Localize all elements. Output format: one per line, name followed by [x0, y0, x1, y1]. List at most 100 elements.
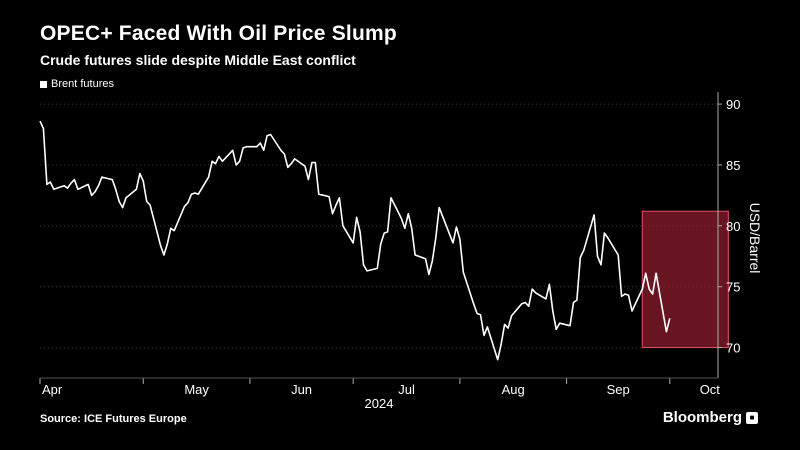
data-point [280, 150, 281, 151]
data-point [163, 254, 164, 255]
data-point [487, 326, 488, 327]
data-point [263, 150, 264, 151]
data-point [459, 239, 460, 240]
data-point [580, 257, 581, 258]
data-point [304, 166, 305, 167]
data-point [401, 218, 402, 219]
data-point [666, 331, 667, 332]
data-point [39, 121, 40, 122]
data-point [390, 197, 391, 198]
x-tick-label-apr: Apr [42, 382, 63, 397]
x-tick-label-jun: Jun [291, 382, 312, 397]
data-point [315, 162, 316, 163]
data-point [425, 258, 426, 259]
data-point [521, 303, 522, 304]
data-point [380, 244, 381, 245]
data-point [642, 289, 643, 290]
data-point [545, 298, 546, 299]
data-point [449, 234, 450, 235]
data-point [194, 192, 195, 193]
data-point [645, 273, 646, 274]
data-point [384, 233, 385, 234]
data-point [656, 273, 657, 274]
data-point [621, 296, 622, 297]
data-point [146, 201, 147, 202]
data-point [170, 228, 171, 229]
grid-lines [40, 103, 718, 349]
data-point [497, 359, 498, 360]
series-layer [39, 120, 671, 361]
x-axis-label: 2024 [365, 396, 394, 411]
y-tick-label-80: 80 [726, 219, 740, 234]
data-point [239, 161, 240, 162]
data-point [583, 250, 584, 251]
data-point [50, 181, 51, 182]
data-point [246, 146, 247, 147]
data-point [160, 245, 161, 246]
data-point [576, 300, 577, 301]
data-point [218, 156, 219, 157]
legend-swatch-brent [40, 80, 47, 88]
data-point [649, 289, 650, 290]
data-point [573, 302, 574, 303]
data-point [332, 213, 333, 214]
data-point [669, 318, 670, 319]
data-point [597, 256, 598, 257]
data-point [270, 134, 271, 135]
data-point [600, 264, 601, 265]
data-point [456, 226, 457, 227]
data-point [187, 202, 188, 203]
data-point [335, 205, 336, 206]
data-point [174, 230, 175, 231]
data-point [256, 146, 257, 147]
data-point [404, 228, 405, 229]
data-point [353, 242, 354, 243]
data-point [136, 189, 137, 190]
data-point [559, 323, 560, 324]
data-point [552, 310, 553, 311]
data-point [556, 329, 557, 330]
data-point [101, 177, 102, 178]
data-point [150, 205, 151, 206]
data-point [631, 310, 632, 311]
x-tick-label-oct: Oct [700, 382, 721, 397]
data-point [549, 284, 550, 285]
data-point [125, 197, 126, 198]
data-point [360, 231, 361, 232]
y-tick-label-75: 75 [726, 280, 740, 295]
data-point [569, 325, 570, 326]
data-point [480, 314, 481, 315]
data-point [143, 180, 144, 181]
data-point [208, 177, 209, 178]
data-point [377, 268, 378, 269]
data-point [652, 293, 653, 294]
legend: Brent futures [40, 78, 114, 90]
data-point [535, 292, 536, 293]
data-point [363, 264, 364, 265]
data-point [628, 295, 629, 296]
data-point [91, 195, 92, 196]
data-point [115, 189, 116, 190]
data-point [191, 194, 192, 195]
data-point [415, 254, 416, 255]
axis-layer: 70 75 80 85 90 USD/Barrel Apr May Jun Jul Aug Sep Oc… [39, 92, 763, 411]
data-point [594, 214, 595, 215]
data-point [439, 207, 440, 208]
source-note: Source: ICE Futures Europe [40, 413, 187, 425]
data-point [532, 289, 533, 290]
data-point [604, 233, 605, 234]
data-point [198, 194, 199, 195]
data-point [284, 153, 285, 154]
data-point [212, 161, 213, 162]
data-point [625, 293, 626, 294]
data-point [342, 225, 343, 226]
data-point [167, 244, 168, 245]
x-tick-label-may: May [184, 382, 209, 397]
data-point [311, 162, 312, 163]
data-point [291, 163, 292, 164]
brand-mark-icon: ■ [746, 411, 758, 424]
data-point [432, 261, 433, 262]
brand-name: Bloomberg [662, 409, 742, 426]
data-point [528, 306, 529, 307]
data-point [525, 302, 526, 303]
